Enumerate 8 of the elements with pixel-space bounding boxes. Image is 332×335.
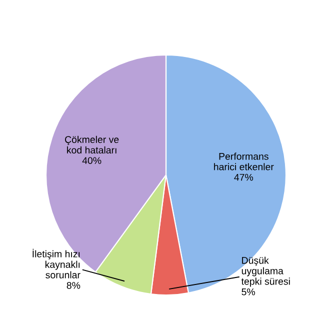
data-label: 40% xyxy=(82,157,102,164)
slice-label: Çökmeler ve kod hataları xyxy=(65,136,119,154)
slice-label: İletişim hızı kaynaklı sorunlar xyxy=(32,248,80,278)
data-label: 8% xyxy=(66,282,80,289)
slice-label: Düşük uygulama tepki süresi xyxy=(241,256,290,287)
data-label: 5% xyxy=(242,288,255,296)
data-label: 47% xyxy=(234,174,254,181)
slice-label: Performans harici etkenler xyxy=(214,152,274,170)
